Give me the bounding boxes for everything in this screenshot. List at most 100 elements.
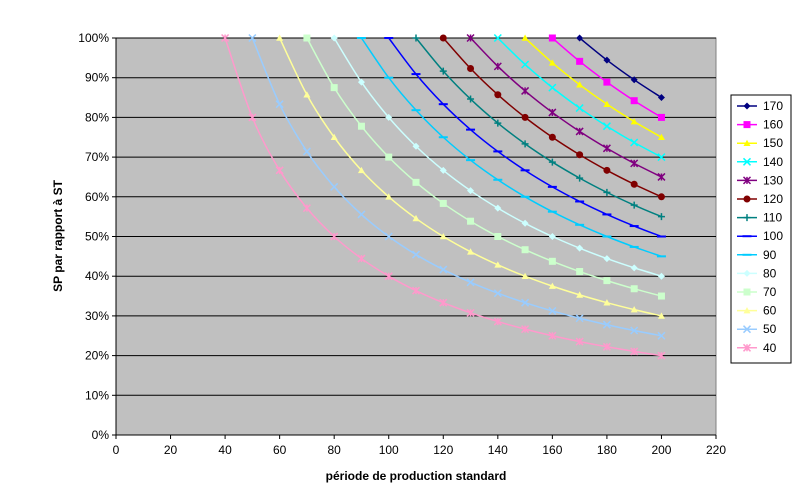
data-point (467, 248, 475, 255)
data-point (411, 250, 421, 259)
data-point (657, 292, 665, 300)
legend-item-140: 140 (737, 155, 783, 169)
data-point (330, 34, 338, 42)
legend-item-60: 60 (737, 304, 777, 318)
legend-marker (742, 176, 752, 185)
data-point (602, 144, 611, 153)
data-point (302, 147, 311, 156)
data-point (467, 217, 475, 225)
data-point (575, 104, 584, 113)
data-point (602, 320, 611, 329)
data-point (630, 159, 639, 168)
legend-marker (742, 157, 752, 166)
data-point (494, 204, 502, 212)
data-point (439, 199, 447, 207)
series-50 (248, 33, 666, 340)
data-point (412, 214, 420, 222)
legend-label: 120 (763, 192, 783, 206)
data-point (630, 97, 638, 105)
data-point (439, 166, 447, 174)
data-point (357, 78, 365, 86)
data-point (576, 174, 584, 182)
legend: 170 160 150 140 130 120 110 100 90 80 70 60 50 40 (730, 94, 792, 364)
legend-marker (743, 102, 751, 110)
data-point (248, 113, 257, 122)
y-tick-label: 40% (85, 269, 109, 283)
data-point (548, 34, 556, 42)
data-point (576, 151, 584, 159)
legend-item-120: 120 (737, 192, 783, 206)
legend-item-130: 130 (737, 173, 783, 187)
y-tick-label: 10% (85, 388, 109, 402)
data-point (494, 119, 502, 127)
series-170 (576, 34, 665, 102)
y-tick-label: 50% (85, 230, 109, 244)
x-tick-label: 220 (706, 443, 726, 457)
legend-item-170: 170 (737, 99, 783, 113)
data-point (412, 178, 420, 186)
data-point (548, 306, 557, 315)
series-90 (356, 37, 666, 258)
series-line (579, 37, 662, 99)
data-point (657, 113, 665, 121)
data-point (248, 33, 257, 43)
data-point (439, 34, 447, 42)
legend-item-100: 100 (737, 229, 783, 243)
legend-label: 100 (763, 229, 783, 243)
data-point (412, 34, 420, 42)
legend-item-80: 80 (737, 266, 777, 280)
data-point (603, 299, 611, 306)
data-point (467, 65, 475, 73)
data-point (275, 166, 284, 175)
legend-label: 70 (763, 285, 777, 299)
legend-label: 60 (763, 304, 777, 318)
data-point (493, 289, 502, 298)
data-point (330, 84, 338, 92)
data-point (439, 233, 447, 240)
data-point (439, 298, 448, 307)
x-tick-label: 140 (488, 443, 508, 457)
series-160 (548, 34, 665, 121)
data-point (630, 326, 639, 335)
legend-marker (743, 288, 751, 296)
x-tick-label: 180 (597, 443, 617, 457)
legend-item-50: 50 (737, 322, 777, 336)
data-point (657, 272, 665, 280)
y-axis: 0% 10% 20% 30% 40% 50% 60% 70% 80% 90% 100% (78, 31, 117, 442)
data-point (521, 219, 529, 227)
data-point (357, 166, 365, 174)
legend-label: 90 (763, 248, 777, 262)
data-point (493, 62, 502, 71)
y-tick-label: 90% (85, 71, 109, 85)
data-point (439, 265, 448, 274)
data-point (657, 172, 666, 181)
legend-item-150: 150 (737, 136, 783, 150)
series-80 (330, 34, 665, 280)
legend-marker (743, 121, 751, 129)
data-point (466, 278, 475, 287)
y-tick-label: 0% (92, 428, 110, 442)
y-axis-title: SP par rapport à ST (51, 179, 65, 291)
series-110 (412, 34, 665, 221)
legend-item-110: 110 (737, 211, 782, 225)
series-130 (466, 33, 666, 181)
data-point (602, 122, 611, 131)
y-tick-label: 20% (85, 349, 109, 363)
data-point (630, 264, 638, 272)
series-120 (439, 34, 665, 201)
legend-label: 170 (763, 99, 783, 113)
series-40 (221, 33, 666, 360)
data-point (630, 201, 638, 209)
data-point (575, 314, 584, 323)
legend-marker (743, 307, 751, 314)
data-point (548, 233, 556, 240)
data-point (466, 33, 475, 43)
legend-marker (742, 325, 752, 334)
x-tick-label: 60 (273, 443, 287, 457)
data-point (385, 193, 393, 200)
legend-marker (743, 269, 751, 277)
data-point (576, 34, 584, 42)
data-point (630, 347, 639, 356)
legend-label: 110 (763, 211, 782, 225)
